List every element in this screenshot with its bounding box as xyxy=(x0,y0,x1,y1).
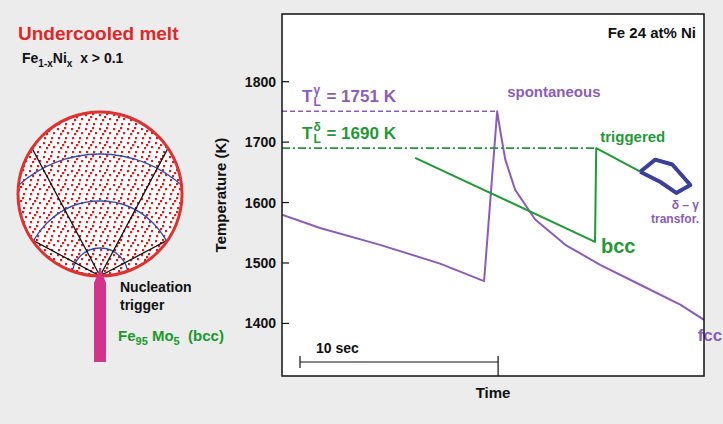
trigger-rod xyxy=(94,268,106,362)
dendrite-line xyxy=(0,46,100,276)
liquidus-sub: L xyxy=(313,132,320,146)
chart-title: Fe 24 at% Ni xyxy=(608,24,696,41)
liquidus-line xyxy=(282,110,497,112)
y-tick xyxy=(282,262,289,263)
y-axis-title: Temperature (K) xyxy=(212,138,229,253)
trigger-material: Fe95 Mo5 (bcc) xyxy=(118,327,224,347)
series-name: bcc xyxy=(601,235,635,257)
y-tick xyxy=(282,323,289,324)
diagram-title: Undercooled melt xyxy=(18,23,179,44)
background xyxy=(0,0,723,424)
scale-bar-end xyxy=(299,356,300,368)
liquidus-label: = 1690 K xyxy=(322,124,397,143)
y-tick-label: 1600 xyxy=(245,195,276,211)
plot-marks xyxy=(282,111,704,320)
liquidus-symbol: T xyxy=(302,124,313,143)
series-name: transfor. xyxy=(651,212,699,226)
figure: Undercooled melt Fe1-xNix x > 0.1 Nucleati… xyxy=(0,0,723,424)
liquidus-symbol: T xyxy=(302,87,313,106)
plot-labels: TγL = 1751 KfccspontaneousTδL = 1690 Kbc… xyxy=(302,83,722,344)
plot-frame xyxy=(282,14,704,376)
trigger-material-part: 95 xyxy=(136,335,148,347)
y-tick xyxy=(282,202,289,203)
trigger-material-part: Fe xyxy=(118,327,136,344)
scale-bar-label: 10 sec xyxy=(316,340,359,356)
trigger-label: Nucleation xyxy=(120,279,192,295)
series-name: fcc xyxy=(698,326,723,345)
y-tick xyxy=(282,81,289,82)
y-tick-label: 1400 xyxy=(245,315,276,331)
scale-bar xyxy=(300,361,498,362)
y-tick xyxy=(282,142,289,143)
trigger-label: trigger xyxy=(120,297,165,313)
alloy-label: Fe1-xNix x > 0.1 xyxy=(22,50,124,69)
growth-front xyxy=(0,46,330,398)
series-line xyxy=(282,111,704,319)
alloy-label-part: Ni xyxy=(53,50,67,66)
scale-bar-end xyxy=(498,356,499,376)
sphere-outline xyxy=(18,112,182,276)
series-line xyxy=(415,148,640,242)
dendrite-line xyxy=(100,46,222,276)
trigger-material-part: Mo xyxy=(148,327,174,344)
series-annotation: triggered xyxy=(600,128,665,145)
trigger-material-part: (bcc) xyxy=(180,327,224,344)
series-name: δ – γ xyxy=(672,198,700,212)
x-axis-title: Time xyxy=(476,384,511,401)
series-annotation: spontaneous xyxy=(507,83,600,100)
series-line xyxy=(640,160,690,193)
y-tick-label: 1800 xyxy=(245,74,276,90)
y-tick-label: 1700 xyxy=(245,134,276,150)
melt-sphere xyxy=(18,112,182,276)
liquidus-sub: L xyxy=(313,95,320,109)
alloy-label-part: 1-x xyxy=(38,58,53,69)
y-tick-label: 1500 xyxy=(245,255,276,271)
alloy-label-part: Fe xyxy=(22,50,39,66)
alloy-label-part: x > 0.1 xyxy=(72,50,123,66)
plot-area xyxy=(282,14,704,376)
liquidus-label: = 1751 K xyxy=(322,87,397,106)
liquidus-line xyxy=(282,147,596,149)
